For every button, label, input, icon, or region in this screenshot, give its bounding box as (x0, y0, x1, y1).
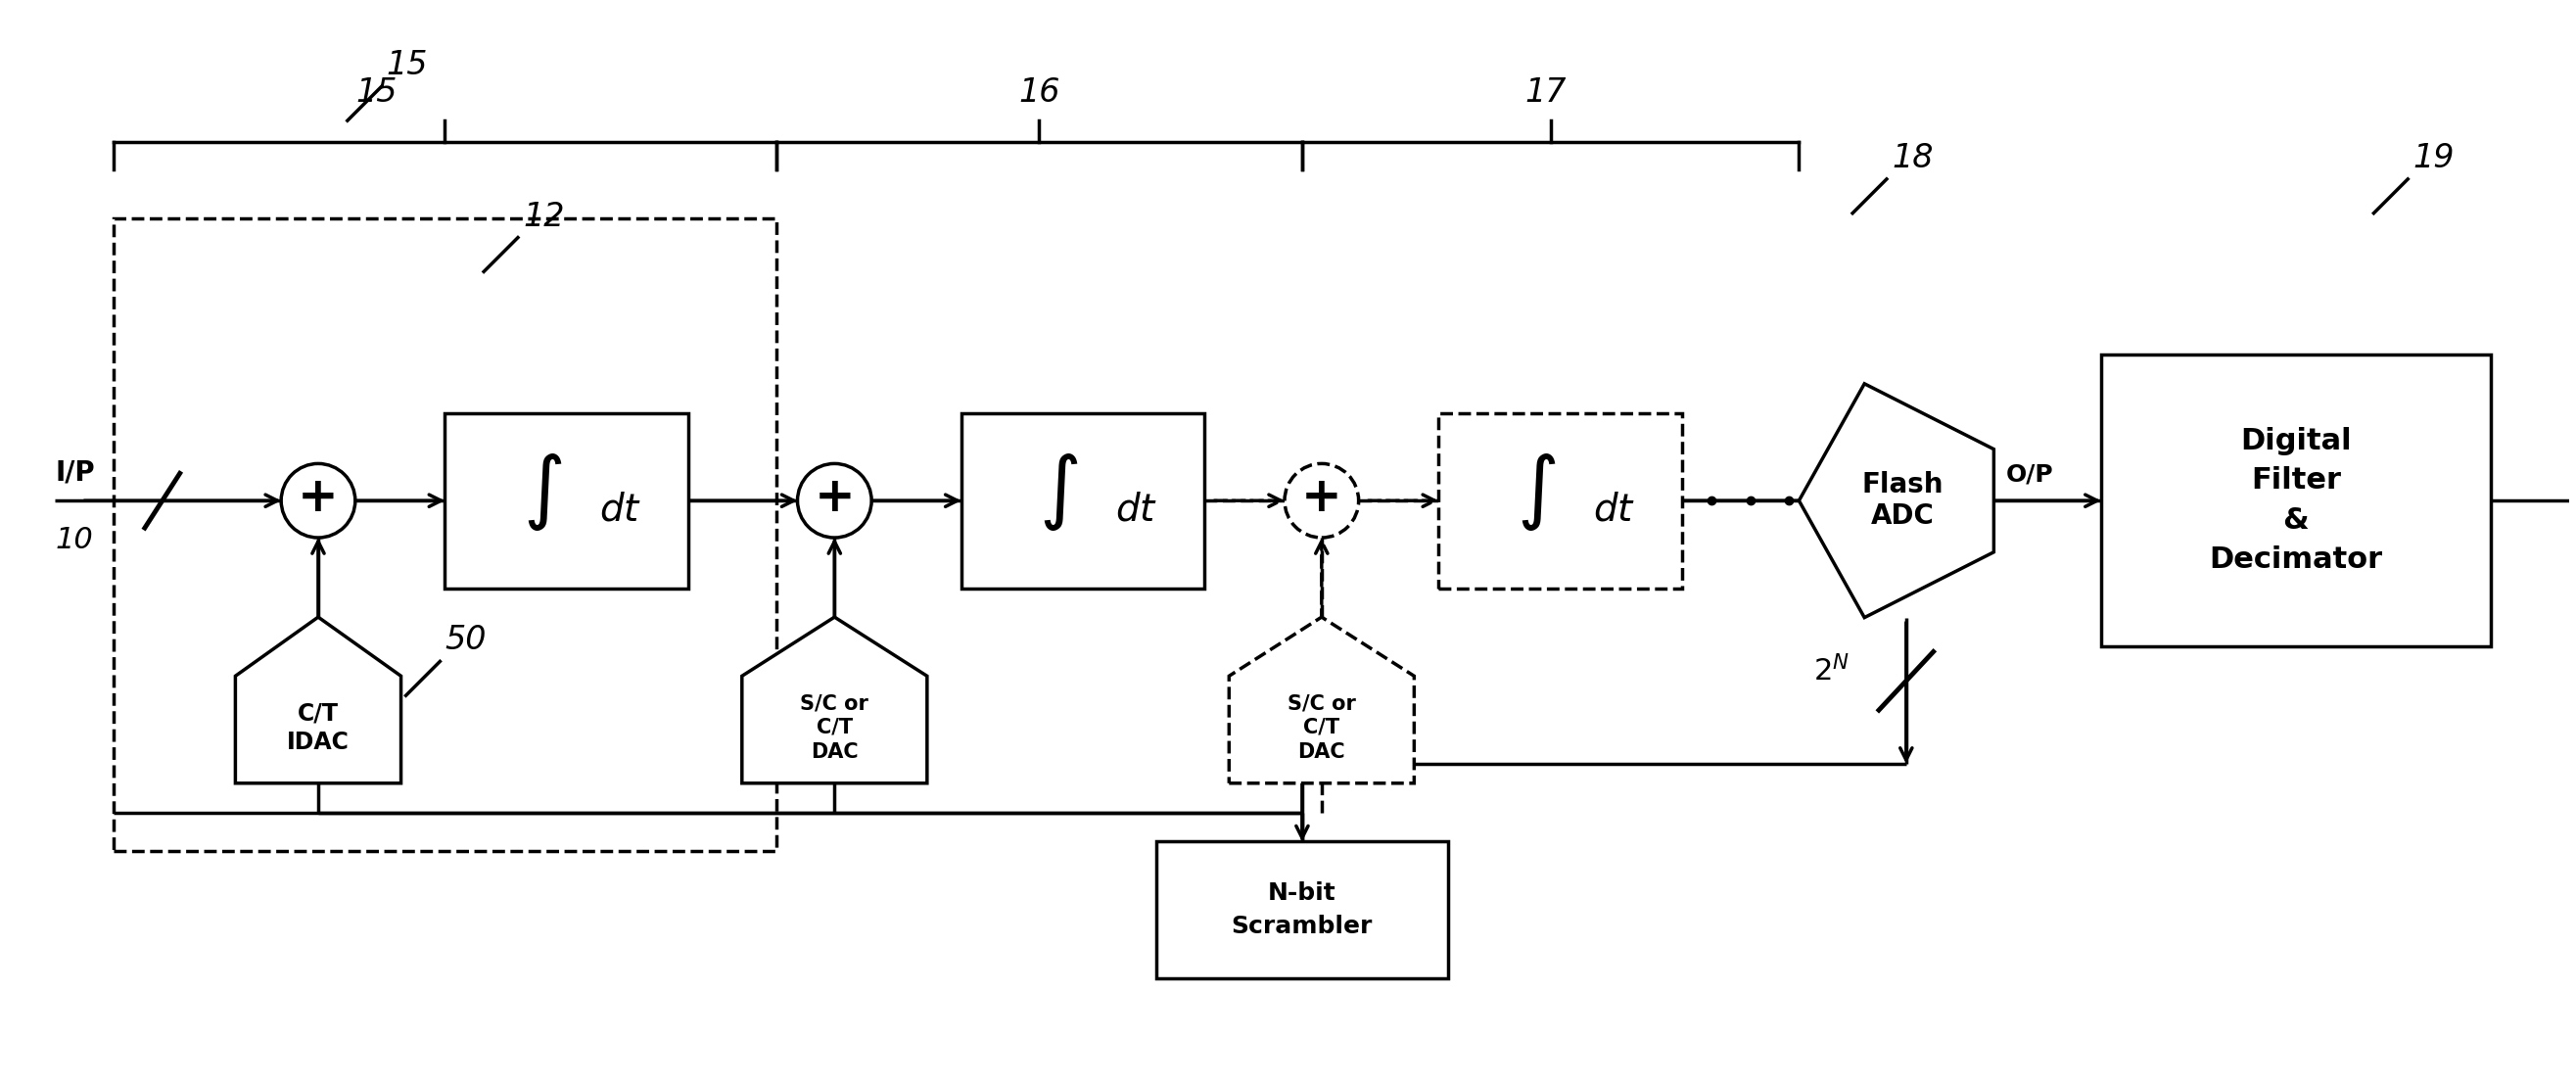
Text: $\int$: $\int$ (1517, 453, 1556, 533)
Polygon shape (742, 617, 927, 783)
Text: 18: 18 (1891, 141, 1932, 174)
Text: 15: 15 (386, 49, 428, 82)
Text: +: + (299, 474, 337, 521)
Text: +: + (814, 474, 855, 521)
Text: $dt$: $dt$ (1592, 492, 1636, 529)
Text: 16: 16 (1018, 76, 1059, 109)
FancyBboxPatch shape (961, 413, 1206, 589)
Text: $dt$: $dt$ (1115, 492, 1157, 529)
Text: I/P: I/P (54, 459, 95, 486)
Text: $2^N$: $2^N$ (1814, 655, 1850, 688)
Text: Flash
ADC: Flash ADC (1862, 471, 1945, 530)
Text: 19: 19 (2414, 141, 2455, 174)
Text: $\int$: $\int$ (1038, 453, 1079, 533)
Circle shape (799, 463, 871, 537)
Text: $dt$: $dt$ (600, 492, 641, 529)
Text: 12: 12 (523, 200, 564, 233)
Text: 17: 17 (1525, 76, 1566, 109)
Circle shape (1285, 463, 1358, 537)
Text: $\int$: $\int$ (523, 453, 562, 533)
FancyBboxPatch shape (1437, 413, 1682, 589)
Text: Digital
Filter
&
Decimator: Digital Filter & Decimator (2210, 426, 2383, 574)
Polygon shape (234, 617, 402, 783)
FancyBboxPatch shape (2102, 355, 2491, 646)
Text: 20: 20 (1332, 922, 1373, 954)
Circle shape (281, 463, 355, 537)
Text: S/C or
C/T
DAC: S/C or C/T DAC (801, 693, 868, 762)
Text: 50: 50 (446, 625, 487, 656)
Polygon shape (1798, 384, 1994, 618)
Text: S/C or
C/T
DAC: S/C or C/T DAC (1288, 693, 1355, 762)
Text: 10: 10 (54, 526, 93, 554)
FancyBboxPatch shape (1157, 842, 1448, 978)
Text: +: + (1301, 474, 1342, 521)
Text: C/T
IDAC: C/T IDAC (286, 701, 350, 754)
Text: N-bit
Scrambler: N-bit Scrambler (1231, 881, 1373, 938)
Polygon shape (1229, 617, 1414, 783)
Text: 15: 15 (355, 76, 397, 109)
Text: O/P: O/P (2007, 462, 2053, 486)
FancyBboxPatch shape (446, 413, 688, 589)
